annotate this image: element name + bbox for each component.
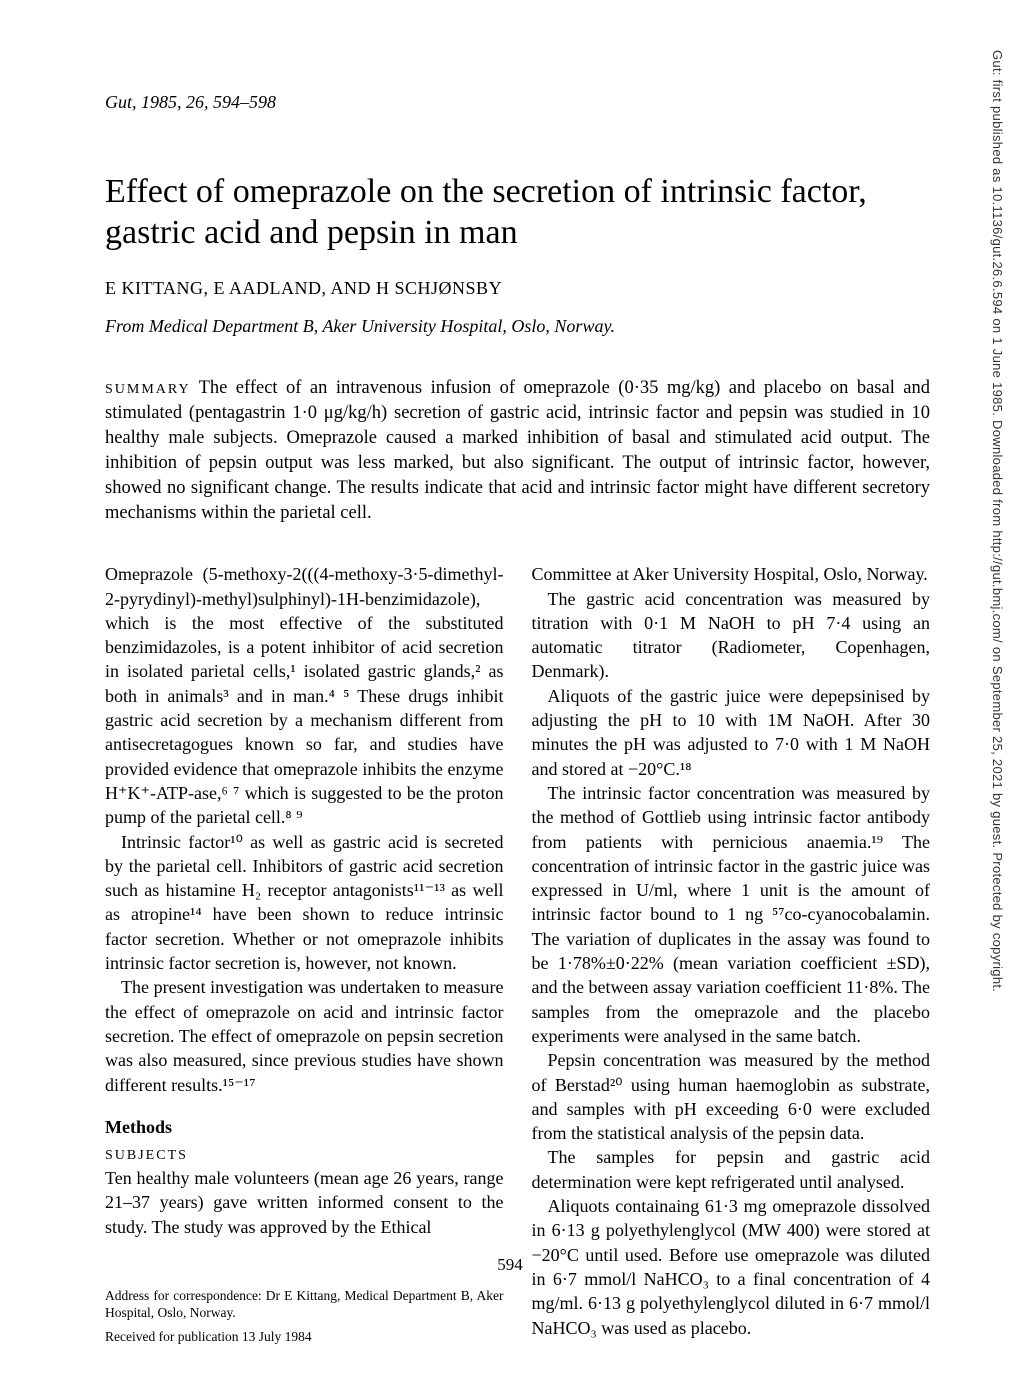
right-para-7: Aliquots containaing 61·3 mg omeprazole … (532, 1194, 931, 1340)
intro-para-1: Omeprazole (5-methoxy-2(((4-methoxy-3·5-… (105, 562, 504, 829)
summary-text: The effect of an intravenous infusion of… (105, 378, 930, 523)
correspondence-footnote: Address for correspondence: Dr E Kittang… (105, 1287, 504, 1322)
right-column: Committee at Aker University Hospital, O… (532, 562, 931, 1351)
right-para-2: The gastric acid concentration was measu… (532, 587, 931, 684)
journal-citation: Gut, 1985, 26, 594–598 (105, 90, 930, 114)
affiliation-line: From Medical Department B, Aker Universi… (105, 314, 930, 338)
footnote-block: Address for correspondence: Dr E Kittang… (105, 1287, 504, 1346)
subjects-para: Ten healthy male volunteers (mean age 26… (105, 1166, 504, 1239)
right-para-6: The samples for pepsin and gastric acid … (532, 1145, 931, 1194)
subjects-subheader: SUBJECTS (105, 1147, 504, 1166)
right-para-4: The intrinsic factor concentration was m… (532, 781, 931, 1048)
intro-para-3: The present investigation was undertaken… (105, 975, 504, 1096)
summary-block: SUMMARYThe effect of an intravenous infu… (105, 376, 930, 526)
side-download-info: Gut: first published as 10.1136/gut.26.6… (988, 50, 1006, 1250)
intro-para-2: Intrinsic factor¹⁰ as well as gastric ac… (105, 830, 504, 976)
right-para-1: Committee at Aker University Hospital, O… (532, 562, 931, 586)
right-para-3: Aliquots of the gastric juice were depep… (532, 684, 931, 781)
left-column: Omeprazole (5-methoxy-2(((4-methoxy-3·5-… (105, 562, 504, 1351)
body-columns: Omeprazole (5-methoxy-2(((4-methoxy-3·5-… (105, 562, 930, 1351)
summary-label: SUMMARY (105, 382, 191, 397)
methods-header: Methods (105, 1115, 504, 1139)
received-footnote: Received for publication 13 July 1984 (105, 1328, 504, 1346)
page-number: 594 (497, 1254, 523, 1277)
authors-list: E KITTANG, E AADLAND, AND H SCHJØNSBY (105, 276, 930, 300)
article-title: Effect of omeprazole on the secretion of… (105, 172, 930, 254)
right-para-5: Pepsin concentration was measured by the… (532, 1048, 931, 1145)
